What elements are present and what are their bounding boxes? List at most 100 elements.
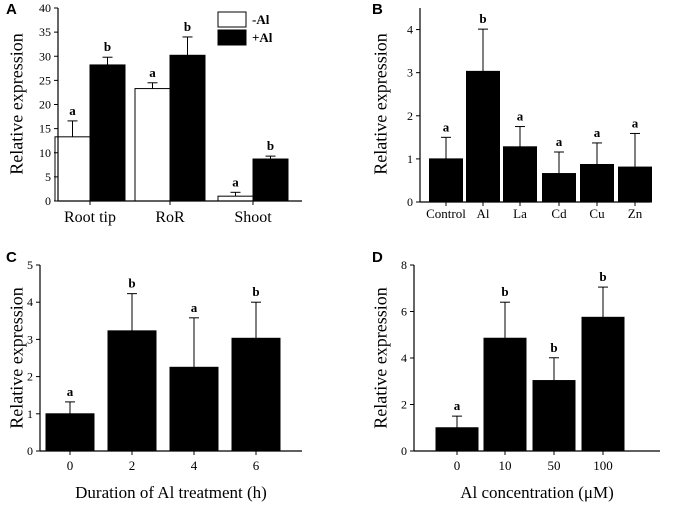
- bar: [429, 158, 463, 203]
- x-tick-label: 4: [191, 458, 198, 473]
- chart-panel-d: Da b b b 0 2 4 6 8 0 10 50 100 Relative expression Al …: [370, 249, 660, 502]
- bar: [466, 70, 500, 203]
- bar: [45, 413, 95, 452]
- bar: [231, 337, 281, 452]
- bar: [435, 427, 479, 452]
- significance-label: a: [443, 119, 450, 134]
- significance-label: b: [104, 39, 111, 54]
- y-tick-label: 3: [407, 66, 413, 80]
- y-tick-label: 0: [45, 194, 51, 208]
- y-tick-label: 5: [27, 258, 33, 272]
- significance-label: b: [501, 284, 508, 299]
- bar: [483, 337, 527, 452]
- x-tick-label: Zn: [628, 206, 643, 221]
- x-tick-label: La: [513, 206, 527, 221]
- y-tick-label: 2: [407, 109, 413, 123]
- significance-label: b: [599, 269, 606, 284]
- x-tick-label: 6: [253, 458, 260, 473]
- y-axis-label: Relative expression: [370, 287, 390, 428]
- bar: [503, 146, 537, 203]
- y-axis-label: Relative expression: [370, 33, 390, 174]
- legend: -Al +Al: [217, 11, 273, 46]
- y-tick-label: 2: [401, 398, 407, 412]
- x-tick-label: Shoot: [234, 209, 272, 226]
- x-tick-label: Control: [426, 206, 466, 221]
- panel-letter-a: A: [6, 1, 17, 18]
- legend-swatch: [217, 11, 247, 28]
- chart-panel-b: Ba b a a a a 0 1 2 3 4 Control Al La Cd Cu Zn Relative ex…: [370, 1, 652, 221]
- significance-label: a: [149, 65, 156, 80]
- significance-label: b: [267, 138, 274, 153]
- x-tick-label: 0: [67, 458, 74, 473]
- y-tick-label: 1: [407, 152, 413, 166]
- chart-panel-c: Ca b a b 0 1 2 3 4 5 0 2 4 6 Relative expression Durati…: [6, 249, 302, 502]
- significance-label: a: [517, 109, 524, 124]
- bar: [107, 330, 157, 452]
- significance-label: a: [556, 134, 563, 149]
- legend-swatch: [217, 29, 247, 46]
- y-tick-label: 3: [27, 332, 33, 346]
- y-tick-label: 8: [401, 258, 407, 272]
- x-tick-label: 100: [593, 458, 613, 473]
- y-tick-label: 0: [407, 195, 413, 209]
- legend-label: +Al: [252, 30, 273, 45]
- x-axis-label: Duration of Al treatment (h): [75, 483, 267, 502]
- bar: [581, 316, 625, 452]
- significance-label: b: [128, 276, 135, 291]
- x-tick-label: Cd: [551, 206, 567, 221]
- significance-label: b: [184, 19, 191, 34]
- y-tick-label: 6: [401, 305, 407, 319]
- bar: [580, 163, 614, 203]
- y-tick-label: 2: [27, 370, 33, 384]
- bar: [217, 195, 254, 202]
- significance-label: a: [632, 115, 639, 130]
- bar: [618, 166, 652, 203]
- bar: [532, 380, 576, 452]
- x-tick-label: 10: [499, 458, 512, 473]
- x-tick-label: RoR: [155, 209, 185, 226]
- y-tick-label: 10: [39, 146, 51, 160]
- significance-label: a: [69, 103, 76, 118]
- bar: [134, 88, 171, 202]
- bar: [252, 158, 289, 202]
- chart-panel-a: Aa a a b b b 0 5 10 15 20 25 30 35 40 Root tip RoR Shoot R…: [6, 1, 302, 226]
- significance-label: a: [594, 125, 601, 140]
- significance-label: b: [479, 11, 486, 26]
- bar: [542, 173, 576, 203]
- x-tick-label: 0: [454, 458, 461, 473]
- y-tick-label: 30: [39, 49, 51, 63]
- significance-label: b: [550, 340, 557, 355]
- y-tick-label: 4: [27, 295, 33, 309]
- x-tick-label: Al: [477, 206, 490, 221]
- significance-label: b: [252, 284, 259, 299]
- y-axis-label: Relative expression: [6, 287, 26, 428]
- bar: [169, 54, 206, 202]
- y-tick-label: 0: [401, 444, 407, 458]
- y-tick-label: 35: [39, 25, 51, 39]
- panel-letter-c: C: [6, 249, 17, 266]
- y-tick-label: 4: [401, 351, 407, 365]
- y-tick-label: 25: [39, 73, 51, 87]
- x-tick-label: 50: [548, 458, 561, 473]
- y-tick-label: 0: [27, 444, 33, 458]
- y-tick-label: 20: [39, 98, 51, 112]
- legend-label: -Al: [252, 12, 270, 27]
- y-tick-label: 40: [39, 1, 51, 15]
- bar: [169, 366, 219, 452]
- significance-label: a: [232, 174, 239, 189]
- y-tick-label: 5: [45, 170, 51, 184]
- panel-letter-b: B: [372, 1, 383, 18]
- significance-label: a: [67, 384, 74, 399]
- x-tick-label: Cu: [589, 206, 605, 221]
- x-axis-label: Al concentration (μM): [460, 483, 614, 502]
- significance-label: a: [191, 300, 198, 315]
- y-tick-label: 1: [27, 407, 33, 421]
- bar: [89, 64, 126, 202]
- x-tick-label: 2: [129, 458, 136, 473]
- significance-label: a: [454, 398, 461, 413]
- x-tick-label: Root tip: [64, 209, 116, 226]
- y-axis-label: Relative expression: [6, 33, 26, 174]
- bar: [54, 136, 91, 202]
- y-tick-label: 4: [407, 23, 413, 37]
